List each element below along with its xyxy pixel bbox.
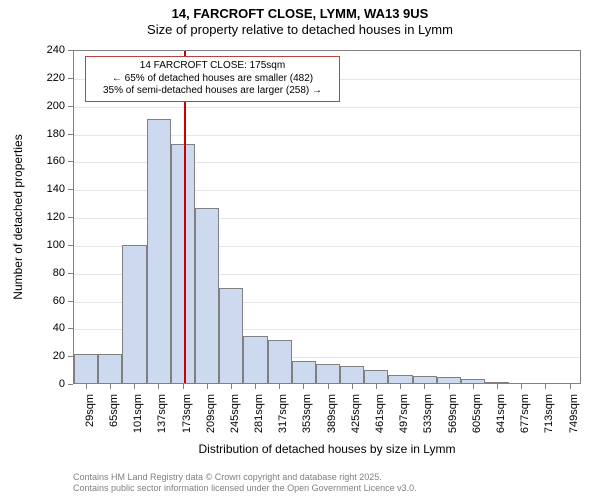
x-tick-label: 173sqm [181,394,193,433]
y-tick [68,50,73,51]
histogram-bar [316,364,340,383]
histogram-bar [388,375,412,383]
histogram-bar [461,379,485,383]
histogram-bar [243,336,267,383]
credits-line1: Contains HM Land Registry data © Crown c… [73,472,417,483]
x-tick [376,384,377,389]
x-axis-label: Distribution of detached houses by size … [73,442,581,456]
x-tick [570,384,571,389]
x-tick [545,384,546,389]
annotation-line: 14 FARCROFT CLOSE: 175sqm [92,60,333,73]
x-tick-label: 533sqm [422,394,434,433]
x-tick [134,384,135,389]
annotation-box: 14 FARCROFT CLOSE: 175sqm← 65% of detach… [85,56,340,102]
annotation-line: ← 65% of detached houses are smaller (48… [92,73,333,86]
x-tick-label: 713sqm [543,394,555,433]
y-tick [68,328,73,329]
y-tick [68,301,73,302]
x-tick [328,384,329,389]
x-tick-label: 281sqm [253,394,265,433]
y-axis-label: Number of detached properties [11,134,25,299]
histogram-bar [292,361,316,383]
x-tick [183,384,184,389]
x-tick-label: 461sqm [374,394,386,433]
x-tick [158,384,159,389]
y-tick-label: 80 [0,267,65,279]
y-tick-label: 200 [0,100,65,112]
y-tick-label: 40 [0,322,65,334]
x-tick [497,384,498,389]
credits-line2: Contains public sector information licen… [73,483,417,494]
x-tick-label: 497sqm [398,394,410,433]
x-tick-label: 317sqm [277,394,289,433]
histogram-bar [413,376,437,383]
x-tick-label: 389sqm [326,394,338,433]
x-tick-label: 605sqm [471,394,483,433]
y-tick-label: 0 [0,378,65,390]
x-tick [473,384,474,389]
x-tick-label: 677sqm [519,394,531,433]
x-tick-label: 749sqm [568,394,580,433]
x-tick-label: 641sqm [495,394,507,433]
x-tick [352,384,353,389]
y-tick [68,189,73,190]
histogram-bar [74,354,98,383]
x-tick [231,384,232,389]
y-tick [68,217,73,218]
x-tick-label: 425sqm [350,394,362,433]
x-tick [400,384,401,389]
x-tick [86,384,87,389]
x-tick-label: 209sqm [205,394,217,433]
y-tick [68,356,73,357]
histogram-chart: 0 20 40 60 80 100 120 140 160 180 200 220 240 29sqm 65… [0,0,600,500]
histogram-bar [122,245,146,383]
histogram-bar [195,208,219,383]
y-tick [68,245,73,246]
histogram-bar [364,370,388,383]
y-tick [68,78,73,79]
y-tick-label: 120 [0,211,65,223]
histogram-bar [268,340,292,383]
x-tick-label: 101sqm [132,394,144,433]
histogram-bar [219,288,243,383]
histogram-bar [98,354,122,383]
y-tick-label: 220 [0,72,65,84]
x-tick [303,384,304,389]
x-tick [207,384,208,389]
y-tick-label: 160 [0,155,65,167]
histogram-bar [437,377,461,383]
y-tick-label: 240 [0,44,65,56]
x-tick [449,384,450,389]
x-tick [255,384,256,389]
x-tick-label: 29sqm [84,394,96,427]
x-tick-label: 245sqm [229,394,241,433]
y-tick [68,134,73,135]
x-tick [279,384,280,389]
grid-line [74,107,580,108]
x-tick-label: 65sqm [108,394,120,427]
y-tick [68,273,73,274]
x-tick [424,384,425,389]
histogram-bar [147,119,171,383]
x-tick-label: 353sqm [301,394,313,433]
y-tick-label: 140 [0,183,65,195]
x-tick [521,384,522,389]
x-tick-label: 137sqm [156,394,168,433]
histogram-bar [171,144,195,383]
y-tick-label: 20 [0,350,65,362]
x-tick [110,384,111,389]
histogram-bar [340,366,364,383]
y-tick [68,384,73,385]
credits-block: Contains HM Land Registry data © Crown c… [73,472,417,495]
y-tick-label: 100 [0,239,65,251]
annotation-line: 35% of semi-detached houses are larger (… [92,85,333,98]
y-tick [68,106,73,107]
y-tick-label: 180 [0,128,65,140]
x-tick-label: 569sqm [447,394,459,433]
y-tick [68,161,73,162]
histogram-bar [485,382,509,383]
y-tick-label: 60 [0,295,65,307]
